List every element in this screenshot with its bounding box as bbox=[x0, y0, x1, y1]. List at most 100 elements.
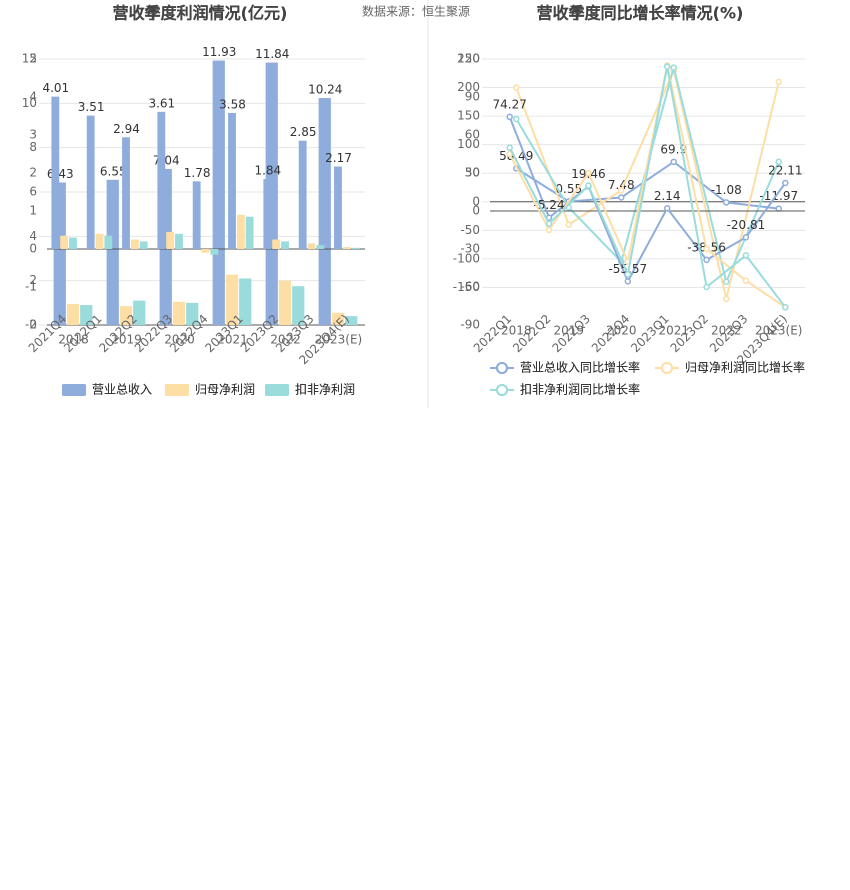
bar bbox=[318, 98, 331, 325]
point bbox=[742, 252, 750, 259]
point bbox=[723, 278, 730, 285]
y-tick-label: 2 bbox=[29, 273, 37, 287]
point bbox=[723, 295, 730, 303]
y-tick-label: 6 bbox=[29, 185, 37, 199]
x-tick-label: 2021 bbox=[217, 333, 248, 347]
bar bbox=[157, 111, 166, 249]
point bbox=[703, 245, 710, 253]
y-tick-label: 4 bbox=[29, 229, 37, 243]
bar bbox=[139, 241, 148, 249]
legend-label: 营业总收入同比增长率 bbox=[520, 360, 640, 375]
value-label: 2.17 bbox=[325, 151, 352, 165]
point bbox=[663, 205, 671, 212]
y-tick-label: 150 bbox=[457, 109, 480, 123]
legend-label: 营业总收入 bbox=[92, 383, 152, 397]
value-label: 3.58 bbox=[219, 97, 246, 111]
line bbox=[515, 160, 779, 210]
y-tick-label: 90 bbox=[465, 90, 480, 104]
x-tick-label: 2022 bbox=[711, 324, 742, 338]
legend-swatch bbox=[265, 384, 289, 396]
y-tick-label: -60 bbox=[460, 280, 480, 294]
bar bbox=[192, 181, 201, 249]
point bbox=[703, 283, 710, 291]
legend-label: 扣非净利润 bbox=[295, 383, 355, 397]
bar bbox=[210, 249, 219, 255]
x-tick-label: 2021 bbox=[658, 324, 689, 338]
bar bbox=[265, 62, 278, 326]
y-tick-label: 2 bbox=[29, 166, 37, 180]
value-label: 1.78 bbox=[184, 166, 211, 180]
legend-label: 归母净利润 bbox=[195, 383, 255, 397]
y-tick-label: -2 bbox=[25, 318, 37, 332]
value-label: 3.51 bbox=[78, 100, 105, 114]
x-tick-label: 2019 bbox=[111, 333, 142, 347]
bar bbox=[122, 137, 130, 249]
x-tick-label: 2019 bbox=[553, 324, 584, 338]
y-tick-label: 0 bbox=[472, 194, 480, 208]
value-label: -20.81 bbox=[727, 218, 766, 232]
bar bbox=[351, 247, 360, 249]
y-tick-label: 50 bbox=[465, 166, 480, 180]
y-tick-label: 30 bbox=[465, 166, 480, 180]
bar bbox=[307, 243, 316, 249]
y-tick-label: 0 bbox=[29, 318, 37, 332]
bar bbox=[236, 214, 245, 249]
y-tick-label: 4 bbox=[29, 90, 37, 104]
bar bbox=[281, 241, 289, 249]
bar bbox=[212, 60, 225, 325]
point bbox=[775, 158, 782, 166]
point bbox=[703, 256, 710, 264]
y-tick-label: -90 bbox=[460, 318, 480, 332]
value-label: 7.48 bbox=[608, 178, 635, 192]
legend-label: 营业总收入 bbox=[92, 383, 152, 397]
bar bbox=[95, 233, 104, 249]
bar bbox=[331, 312, 345, 325]
y-tick-label: 5 bbox=[29, 52, 37, 66]
bar bbox=[86, 115, 95, 250]
chart-title: 营收季度利润情况(亿元) bbox=[113, 4, 288, 23]
point bbox=[782, 304, 789, 311]
point bbox=[742, 277, 750, 284]
point bbox=[782, 179, 789, 187]
y-tick-label: 200 bbox=[457, 80, 480, 94]
y-tick-label: -30 bbox=[460, 242, 480, 256]
x-tick-label: 2018 bbox=[501, 324, 532, 338]
bar bbox=[130, 239, 139, 249]
point bbox=[624, 278, 632, 285]
legend-swatch bbox=[165, 384, 189, 396]
bar bbox=[104, 235, 113, 249]
bar bbox=[106, 179, 119, 325]
line bbox=[508, 116, 787, 284]
value-label: -55.57 bbox=[608, 262, 647, 276]
legend-label: 扣非净利润同比增长率 bbox=[520, 382, 640, 397]
y-tick-label: 1 bbox=[29, 204, 37, 218]
value-label: 22.11 bbox=[768, 163, 802, 177]
y-tick-label: 100 bbox=[457, 137, 480, 151]
y-tick-label: 12 bbox=[22, 52, 37, 66]
x-tick-label: 2022 bbox=[270, 333, 301, 347]
y-tick-label: 8 bbox=[29, 140, 37, 154]
value-label: 3.61 bbox=[148, 96, 175, 110]
bar bbox=[172, 301, 186, 325]
value-label: -1.08 bbox=[711, 183, 742, 197]
point bbox=[723, 199, 730, 206]
bar bbox=[133, 300, 146, 325]
point bbox=[670, 64, 677, 71]
bar bbox=[239, 278, 252, 325]
bar bbox=[186, 302, 199, 325]
point bbox=[513, 115, 520, 123]
bar bbox=[175, 233, 183, 249]
value-label: 10.24 bbox=[308, 83, 342, 97]
bar bbox=[166, 231, 175, 249]
bar bbox=[201, 249, 210, 253]
legend-swatch bbox=[661, 362, 673, 374]
value-label: 74.27 bbox=[493, 97, 527, 111]
y-tick-label: 250 bbox=[457, 52, 480, 66]
source: 数据来源：恒生聚源 bbox=[362, 4, 470, 19]
bar bbox=[334, 166, 342, 249]
bar bbox=[298, 140, 307, 249]
legend-label: 归母净利润同比增长率 bbox=[685, 360, 805, 375]
line bbox=[508, 65, 786, 309]
